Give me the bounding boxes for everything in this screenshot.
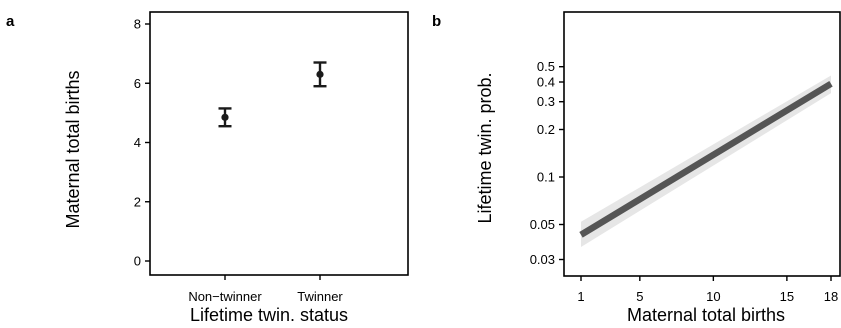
x-tick-label-b: 5 [636,289,643,304]
y-tick-label-b: 0.05 [530,217,555,232]
y-tick-label-b: 0.4 [537,75,555,90]
y-tick-label-a: 2 [134,194,141,209]
y-axis-a: 0 2 4 6 8 [134,17,150,269]
x-tick-label-b: 15 [780,289,794,304]
panel-a: a 0 2 4 6 8 Non−twinner Twinner Lifetime twin… [6,11,409,325]
x-axis-a: Non−twinner Twinner [188,275,343,304]
panel-letter-b: b [432,13,441,30]
x-tick-label-b: 10 [706,289,720,304]
x-axis-b: 1 5 10 15 18 [577,276,838,304]
x-tick-label-b: 1 [577,289,584,304]
y-tick-label-b: 0.5 [537,59,555,74]
x-tick-label-b: 18 [824,289,838,304]
panel-letter-a: a [6,13,15,30]
plot-marks-b [579,75,833,248]
y-tick-label-b: 0.2 [537,122,555,137]
panel-b: b 0.030.050.10.20.30.40.5 1 5 10 15 18 Mater… [432,11,841,325]
y-tick-label-a: 8 [134,17,141,32]
fit-line [579,80,833,238]
y-tick-label-b: 0.3 [537,94,555,109]
plot-frame-b [563,11,841,277]
x-tick-label-a: Twinner [297,289,343,304]
y-tick-label-a: 6 [134,76,141,91]
y-tick-label-a: 0 [134,254,141,269]
y-axis-title-b: Lifetime twin. prob. [475,72,495,223]
y-tick-label-b: 0.1 [537,170,555,185]
x-axis-title-a: Lifetime twin. status [190,305,348,325]
data-point [316,70,324,78]
y-tick-label-b: 0.03 [530,252,555,267]
x-tick-label-a: Non−twinner [188,289,262,304]
data-point [221,113,229,121]
y-axis-b: 0.03 0.05 0.1 0.2 0.3 0.40.5 [530,59,564,267]
y-tick-label-a: 4 [134,135,141,150]
plot-frame-a [149,11,409,276]
plot-marks-a [218,61,327,128]
x-axis-title-b: Maternal total births [627,305,785,325]
y-axis-title-a: Maternal total births [63,70,83,228]
